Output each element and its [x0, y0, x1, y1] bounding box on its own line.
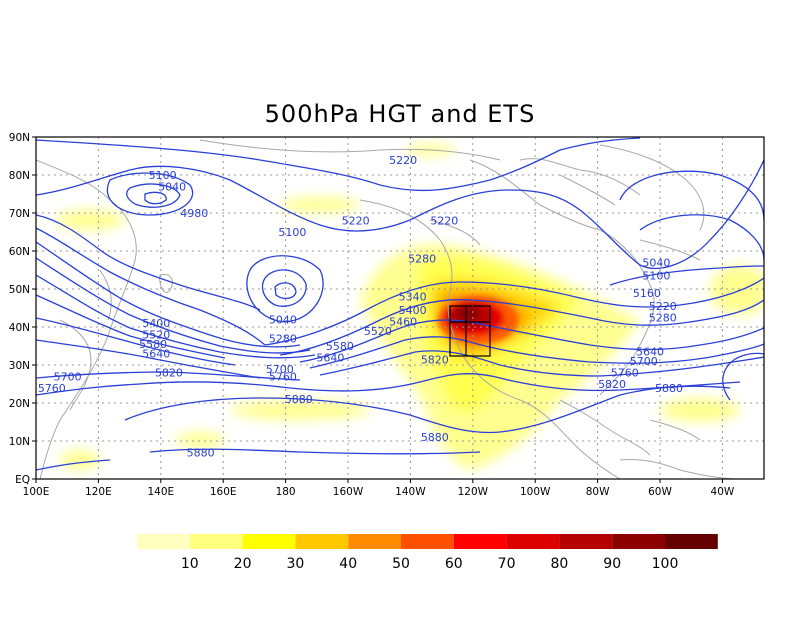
colorbar-label: 60	[445, 556, 463, 572]
colorbar-label: 50	[392, 556, 410, 572]
lat-tick-label: 30N	[9, 360, 30, 372]
contour-label: 5100	[642, 270, 670, 283]
contour-label: 5220	[342, 215, 370, 228]
colorbar-swatch	[453, 534, 507, 549]
lon-tick-label: 40W	[711, 486, 735, 498]
lon-tick-label: 140W	[395, 486, 426, 498]
lat-tick-label: 50N	[9, 284, 30, 296]
contour-label: 5640	[636, 346, 664, 359]
contour-label: 5880	[421, 431, 449, 444]
contour-label: 5700	[630, 355, 658, 368]
colorbar-swatch	[295, 534, 349, 549]
contour-label: 5040	[269, 313, 297, 326]
contour-label: 5220	[649, 300, 677, 313]
lat-tick-label: 90N	[9, 132, 30, 144]
contour-label: 5280	[269, 332, 297, 345]
contour-label: 5760	[611, 367, 639, 380]
lon-tick-label: 100W	[520, 486, 551, 498]
lat-tick-label: 40N	[9, 322, 30, 334]
contour-label: 5100	[149, 169, 177, 182]
contour-label: 5340	[399, 291, 427, 304]
colorbar-label: 30	[286, 556, 304, 572]
lon-tick-label: 120E	[85, 486, 112, 498]
verification-region-box	[449, 305, 491, 357]
colorbar-swatch	[665, 534, 718, 549]
lon-tick-label: 120W	[458, 486, 489, 498]
contour-label: 5820	[598, 378, 626, 391]
lon-tick-label: 140E	[147, 486, 174, 498]
lat-tick-label: 70N	[9, 208, 30, 220]
lon-tick-label: 80W	[586, 486, 610, 498]
lon-tick-label: 60W	[648, 486, 672, 498]
contour-label: 5400	[399, 304, 427, 317]
contour-label: 5580	[326, 340, 354, 353]
contour-label: 5160	[633, 287, 661, 300]
colorbar-swatch	[137, 534, 190, 549]
contour-label: 5700	[54, 370, 82, 383]
colorbar-swatch	[559, 534, 613, 549]
colorbar-swatch	[242, 534, 296, 549]
longitude-axis: 100E 120E 140E 160E 180 160W 140W 120W 100W 80W 60…	[23, 479, 735, 498]
colorbar: 10 20 30 40 50 60 70 80 90 100	[137, 534, 718, 572]
latitude-axis: 90N 80N 70N 60N 50N 40N 30N 20N 10N EQ	[9, 132, 36, 486]
contour-label: 4980	[180, 207, 208, 220]
colorbar-swatch	[401, 534, 454, 549]
lat-tick-label: 20N	[9, 398, 30, 410]
contour-label: 5580	[139, 338, 167, 351]
chart-title: 500hPa HGT and ETS	[264, 100, 536, 128]
coastlines	[36, 139, 741, 479]
colorbar-label: 10	[181, 556, 199, 572]
contour-label: 5220	[389, 154, 417, 167]
contour-label: 5400	[142, 317, 170, 330]
contour-label: 5760	[269, 370, 297, 383]
colorbar-label: 70	[498, 556, 516, 572]
contour-label: 5220	[430, 215, 458, 228]
gridlines	[36, 137, 764, 479]
contour-label: 5820	[155, 367, 183, 380]
colorbar-swatch	[189, 534, 243, 549]
contour-label: 5820	[421, 353, 449, 366]
colorbar-label: 100	[652, 556, 679, 572]
contour-label: 5640	[316, 351, 344, 364]
contour-label: 5760	[38, 382, 66, 395]
lat-tick-label: EQ	[15, 474, 30, 486]
colorbar-swatch	[506, 534, 560, 549]
contour-label: 5100	[278, 226, 306, 239]
lon-tick-label: 160W	[333, 486, 364, 498]
contour-label: 5280	[649, 312, 677, 325]
colorbar-label: 40	[339, 556, 357, 572]
colorbar-label: 90	[603, 556, 621, 572]
contour-label: 5880	[655, 382, 683, 395]
lat-tick-label: 10N	[9, 436, 30, 448]
contour-label: 5040	[642, 256, 670, 269]
height-contours	[36, 137, 764, 471]
colorbar-label: 20	[234, 556, 252, 572]
lon-tick-label: 180	[276, 486, 296, 498]
contour-label: 5880	[187, 446, 215, 459]
colorbar-swatch	[348, 534, 401, 549]
lon-tick-label: 100E	[23, 486, 50, 498]
contour-label: 5520	[142, 329, 170, 342]
contour-label: 5880	[285, 393, 313, 406]
contour-label: 5280	[408, 253, 436, 266]
lat-tick-label: 60N	[9, 246, 30, 258]
contour-label: 5520	[364, 325, 392, 338]
contour-label: 5460	[389, 315, 417, 328]
colorbar-label: 80	[550, 556, 568, 572]
lon-tick-label: 160E	[210, 486, 237, 498]
contour-label: 5640	[142, 348, 170, 361]
plot-frame	[35, 136, 765, 480]
contour-label: 5040	[158, 180, 186, 193]
colorbar-swatch	[612, 534, 665, 549]
contour-label: 5700	[266, 363, 294, 376]
lat-tick-label: 80N	[9, 170, 30, 182]
